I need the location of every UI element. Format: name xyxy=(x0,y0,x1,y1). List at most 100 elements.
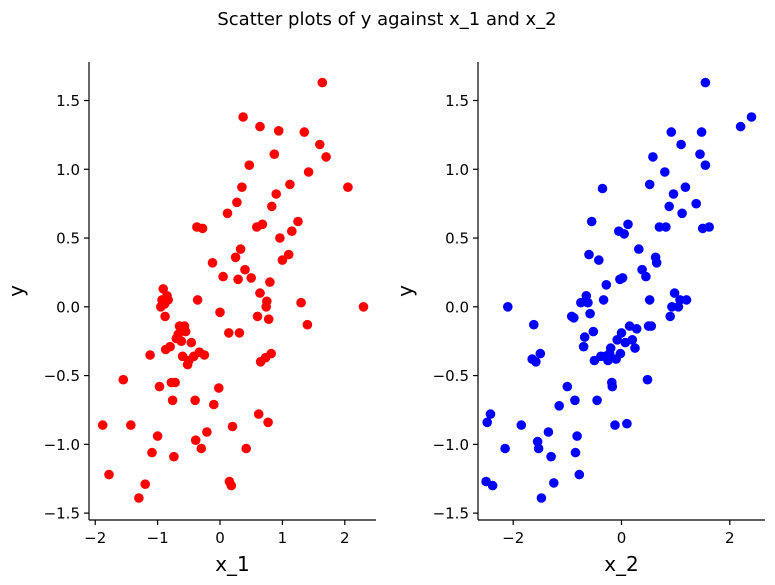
scatter-point xyxy=(562,381,573,392)
y-tick-label: 0.5 xyxy=(56,230,80,248)
scatter-point xyxy=(169,451,179,462)
scatter-point xyxy=(321,152,331,162)
scatter-point xyxy=(549,478,559,488)
y-tick-label: 1.0 xyxy=(445,161,469,179)
scatter-point xyxy=(241,443,251,454)
scatter-point xyxy=(622,418,632,429)
scatter-point xyxy=(190,395,200,406)
scatter-point xyxy=(664,201,674,212)
scatter-point xyxy=(617,273,628,283)
x-axis-label-x1: x_1 xyxy=(215,552,250,576)
scatter-point xyxy=(165,341,175,352)
scatter-point xyxy=(97,420,108,430)
scatter-point xyxy=(263,314,274,325)
scatter-point xyxy=(533,443,544,454)
scatter-point xyxy=(265,277,275,287)
scatter-point xyxy=(237,182,247,192)
scatter-point xyxy=(695,149,705,159)
scatter-point xyxy=(190,435,201,446)
y-tick-label: −0.5 xyxy=(44,367,80,385)
scatter-point xyxy=(145,350,155,360)
scatter-point xyxy=(287,226,297,236)
scatter-point xyxy=(226,480,237,491)
scatter-point xyxy=(283,249,294,260)
scatter-point xyxy=(610,420,620,430)
scatter-point xyxy=(222,208,233,219)
scatter-point xyxy=(588,326,599,337)
scatter-point xyxy=(255,121,265,132)
scatter-point xyxy=(584,249,594,260)
scatter-point xyxy=(651,258,662,268)
scatter-point xyxy=(343,182,353,192)
scatter-point xyxy=(696,127,707,137)
scatter-point xyxy=(246,273,256,283)
y-ticks-x1: −1.5 −1.0 −0.5 0.0 0.5 1.0 1.5 xyxy=(44,92,89,523)
scatter-point xyxy=(579,332,590,342)
x-tick-label: 2 xyxy=(725,529,735,547)
scatter-point xyxy=(285,179,295,190)
y-tick-label: 0.0 xyxy=(445,298,469,316)
x-tick-label: 1 xyxy=(278,529,288,547)
scatter-point xyxy=(303,167,314,177)
scatter-point xyxy=(578,341,589,352)
scatter-point xyxy=(646,321,657,331)
scatter-panel-x2: −1.5 −1.0 −0.5 0.0 0.5 1.0 1.5 −2 0 2 x_2 y xyxy=(393,62,765,576)
scatter-point xyxy=(594,255,604,265)
scatter-point xyxy=(700,160,711,170)
scatter-point xyxy=(315,139,325,150)
scatter-point xyxy=(546,451,556,462)
scatter-point xyxy=(244,160,255,170)
scatter-point xyxy=(660,167,670,177)
scatter-point xyxy=(529,319,539,330)
scatter-point xyxy=(199,350,210,360)
scatter-point xyxy=(192,295,203,305)
scatter-point xyxy=(503,302,513,312)
scatter-point xyxy=(296,297,306,308)
scatter-point xyxy=(623,219,633,230)
y-tick-label: 0.5 xyxy=(445,230,469,248)
scatter-point xyxy=(235,244,246,254)
scatter-point xyxy=(691,198,701,209)
scatter-point xyxy=(704,222,714,232)
scatter-point xyxy=(572,431,582,441)
scatter-point xyxy=(676,139,686,150)
scatter-point xyxy=(230,252,241,263)
scatter-point xyxy=(631,324,642,334)
scatter-point xyxy=(240,264,250,275)
scatter-point xyxy=(271,189,282,199)
scatter-point xyxy=(634,244,644,254)
scatter-point xyxy=(140,479,150,490)
scatter-point xyxy=(126,420,136,430)
scatter-point xyxy=(615,348,626,359)
scatter-point xyxy=(147,447,157,458)
scatter-point xyxy=(700,77,711,88)
scatter-point xyxy=(612,335,622,345)
scatter-point xyxy=(224,328,234,338)
y-tick-label: −1.0 xyxy=(44,436,80,454)
scatter-point xyxy=(358,302,369,312)
scatter-point xyxy=(586,216,597,227)
scatter-point xyxy=(569,313,579,323)
scatter-point xyxy=(746,112,757,122)
scatter-point xyxy=(482,417,493,428)
y-tick-label: −1.5 xyxy=(433,505,469,523)
scatter-point xyxy=(648,152,658,162)
scatter-point xyxy=(644,295,655,305)
scatter-point xyxy=(197,223,208,234)
scatter-point xyxy=(176,336,187,347)
x-ticks-x1: −2 −1 0 1 2 xyxy=(84,520,350,547)
scatter-point xyxy=(485,409,496,419)
scatter-point xyxy=(215,307,225,318)
scatter-point xyxy=(299,127,310,137)
scatter-point xyxy=(262,296,272,307)
y-axis-label-x1: y xyxy=(4,285,28,297)
scatter-point xyxy=(680,182,691,192)
scatter-point xyxy=(500,443,510,454)
scatter-point xyxy=(605,343,616,353)
scatter-point xyxy=(661,222,671,232)
scatter-point xyxy=(607,381,618,392)
scatter-point xyxy=(536,493,547,503)
scatter-point xyxy=(627,335,638,345)
scatter-point xyxy=(118,374,129,385)
x-tick-label: −2 xyxy=(502,529,524,547)
